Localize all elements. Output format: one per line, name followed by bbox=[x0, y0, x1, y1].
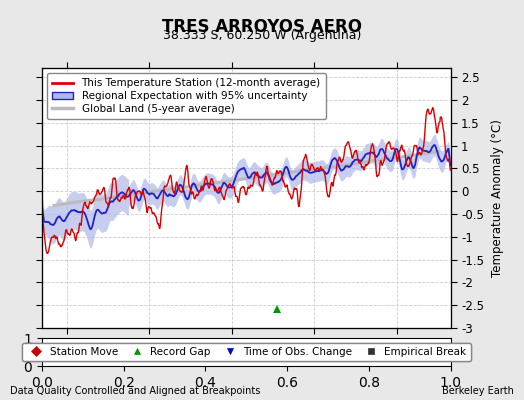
Legend: This Temperature Station (12-month average), Regional Expectation with 95% uncer: This Temperature Station (12-month avera… bbox=[47, 73, 326, 119]
Legend: Station Move, Record Gap, Time of Obs. Change, Empirical Break: Station Move, Record Gap, Time of Obs. C… bbox=[22, 343, 471, 361]
Text: Berkeley Earth: Berkeley Earth bbox=[442, 386, 514, 396]
Text: 38.333 S, 60.250 W (Argentina): 38.333 S, 60.250 W (Argentina) bbox=[163, 29, 361, 42]
Text: TRES ARROYOS AERO: TRES ARROYOS AERO bbox=[162, 18, 362, 36]
Y-axis label: Temperature Anomaly (°C): Temperature Anomaly (°C) bbox=[491, 119, 504, 277]
Text: Data Quality Controlled and Aligned at Breakpoints: Data Quality Controlled and Aligned at B… bbox=[10, 386, 261, 396]
